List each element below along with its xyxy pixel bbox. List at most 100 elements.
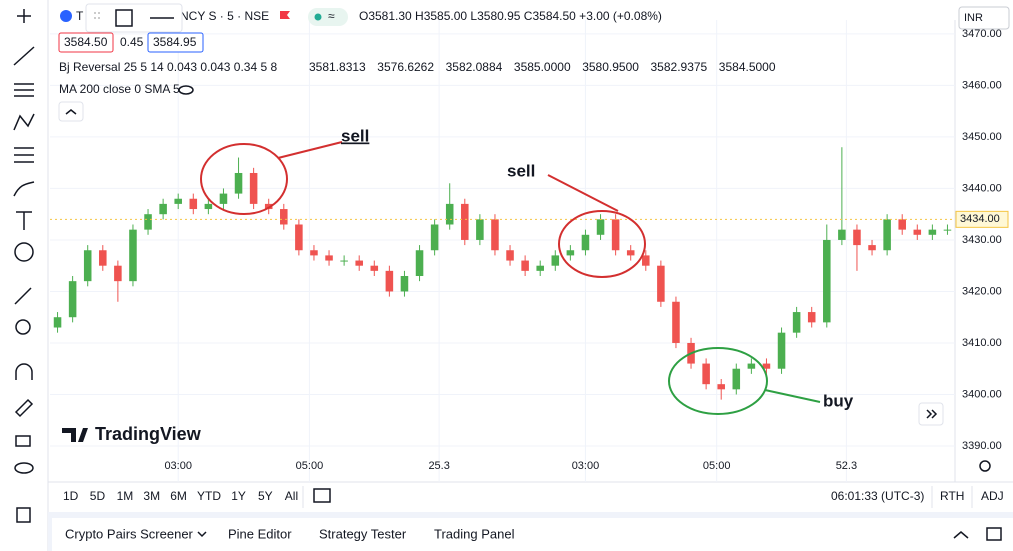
forecast-icon[interactable] (14, 147, 34, 163)
collapse-button[interactable] (58, 101, 84, 122)
candle-body (626, 250, 635, 256)
left-toolbar (13, 9, 35, 523)
eye-icon[interactable] (14, 462, 34, 474)
x-tick-label: 05:00 (296, 460, 324, 472)
candle-body (551, 255, 560, 266)
ohlc: O3581.30 H3585.00 L3580.95 C3584.50 +3.0… (359, 9, 662, 23)
indicator-name[interactable]: Bj Reversal 25 5 14 0.043 0.043 0.34 5 8 (59, 60, 277, 74)
bid[interactable]: 3584.50 (64, 35, 108, 49)
plot (50, 147, 955, 400)
candle-body (928, 229, 937, 235)
currency-box[interactable] (958, 6, 1010, 30)
sell-arrow (547, 174, 619, 212)
symbol-initial[interactable]: T (76, 9, 84, 23)
range-button[interactable]: 1D (63, 489, 79, 503)
range-button[interactable]: 6M (170, 489, 187, 503)
y-tick-label: 3460.00 (962, 79, 1002, 91)
x-tick-label: 52.3 (836, 460, 857, 472)
flag-icon[interactable] (280, 11, 290, 19)
candle-body (762, 363, 771, 369)
candle-body (174, 198, 182, 204)
candle-body (521, 260, 529, 271)
candle-body (400, 276, 409, 292)
candle-body (883, 219, 891, 251)
dropdown-icon[interactable] (197, 531, 207, 538)
range-button[interactable]: 5D (90, 489, 106, 503)
trendline-icon[interactable] (13, 46, 35, 66)
range-button[interactable]: 1Y (231, 489, 246, 503)
ruler-icon[interactable] (14, 287, 32, 305)
rect-icon[interactable] (115, 9, 133, 27)
magnet-icon[interactable] (15, 363, 33, 380)
scroll-icon[interactable] (926, 409, 938, 419)
watermark: TradingView (95, 424, 202, 444)
hidden-icon[interactable] (178, 85, 194, 95)
panel-tab[interactable]: Strategy Tester (319, 526, 407, 541)
candle-body (219, 193, 228, 204)
range-button[interactable]: YTD (197, 489, 221, 503)
last-price-label: 3434.00 (960, 213, 1000, 225)
range-button[interactable]: 3M (143, 489, 160, 503)
settings-icon[interactable] (979, 460, 991, 472)
text-icon[interactable] (16, 211, 32, 230)
candle-body (249, 172, 258, 204)
emoji-icon[interactable] (14, 242, 34, 262)
panel-tab[interactable]: Crypto Pairs Screener (65, 526, 194, 541)
indicator-value: 3576.6262 (377, 60, 434, 74)
clock[interactable]: 06:01:33 (UTC-3) (831, 489, 924, 503)
range-button[interactable]: 5Y (258, 489, 273, 503)
crosshair-icon[interactable] (17, 9, 31, 23)
candle-body (99, 250, 107, 266)
status-mark: ≈ (328, 9, 335, 23)
brush-icon[interactable] (13, 181, 35, 197)
range-button[interactable]: All (285, 489, 298, 503)
maximize-icon[interactable] (986, 527, 1002, 541)
indicator-value: 3580.9500 (582, 60, 639, 74)
panel-tab[interactable]: Trading Panel (434, 526, 515, 541)
panel-tab[interactable]: Pine Editor (228, 526, 292, 541)
ask-box[interactable] (147, 32, 204, 53)
bid-box[interactable] (58, 32, 114, 53)
adjust[interactable]: ADJ (981, 489, 1004, 503)
drag-handle[interactable] (94, 12, 100, 19)
buy-ellipse (668, 347, 768, 415)
y-tick-label: 3420.00 (962, 285, 1002, 297)
fib-icon[interactable] (14, 83, 34, 97)
zoom-icon[interactable] (15, 319, 31, 335)
candle-body (385, 270, 394, 292)
symbol-logo (60, 10, 72, 22)
collapse-icon[interactable] (65, 109, 77, 115)
annotation-shapes (200, 141, 821, 415)
ask[interactable]: 3584.95 (153, 35, 197, 49)
trash-icon[interactable] (16, 507, 31, 523)
range-button[interactable]: 1M (117, 489, 134, 503)
indicator-value: 3585.0000 (514, 60, 571, 74)
indicator-value: 3581.8313 (309, 60, 366, 74)
candle-body (325, 255, 333, 261)
collapse-panel-icon[interactable] (953, 531, 969, 539)
status-dot (314, 13, 322, 21)
range-buttons: 1D 5D 1M 3M 6M YTD 1Y 5Y All (63, 489, 298, 503)
candle-body (264, 203, 273, 210)
date-range-icon[interactable] (313, 488, 331, 503)
symbol[interactable]: NCY S · 5 · NSE (180, 9, 269, 23)
candle-body (823, 239, 831, 323)
spread: 0.45 (120, 35, 144, 49)
grid (50, 20, 955, 482)
floating-toolbar (85, 3, 183, 33)
lock-icon[interactable] (15, 435, 31, 447)
ma-indicator[interactable]: MA 200 close 0 SMA 5 (59, 82, 180, 96)
candle-body (672, 301, 680, 343)
pattern-icon[interactable] (13, 113, 35, 131)
candle-body (159, 203, 167, 215)
candle-body (868, 245, 876, 251)
session[interactable]: RTH (940, 489, 964, 503)
candle-body (114, 265, 122, 282)
currency[interactable]: INR (964, 12, 983, 24)
candle-body (204, 203, 213, 210)
buy-arrow (764, 389, 821, 403)
sell-arrow (277, 141, 343, 159)
pencil-icon[interactable] (14, 398, 34, 418)
